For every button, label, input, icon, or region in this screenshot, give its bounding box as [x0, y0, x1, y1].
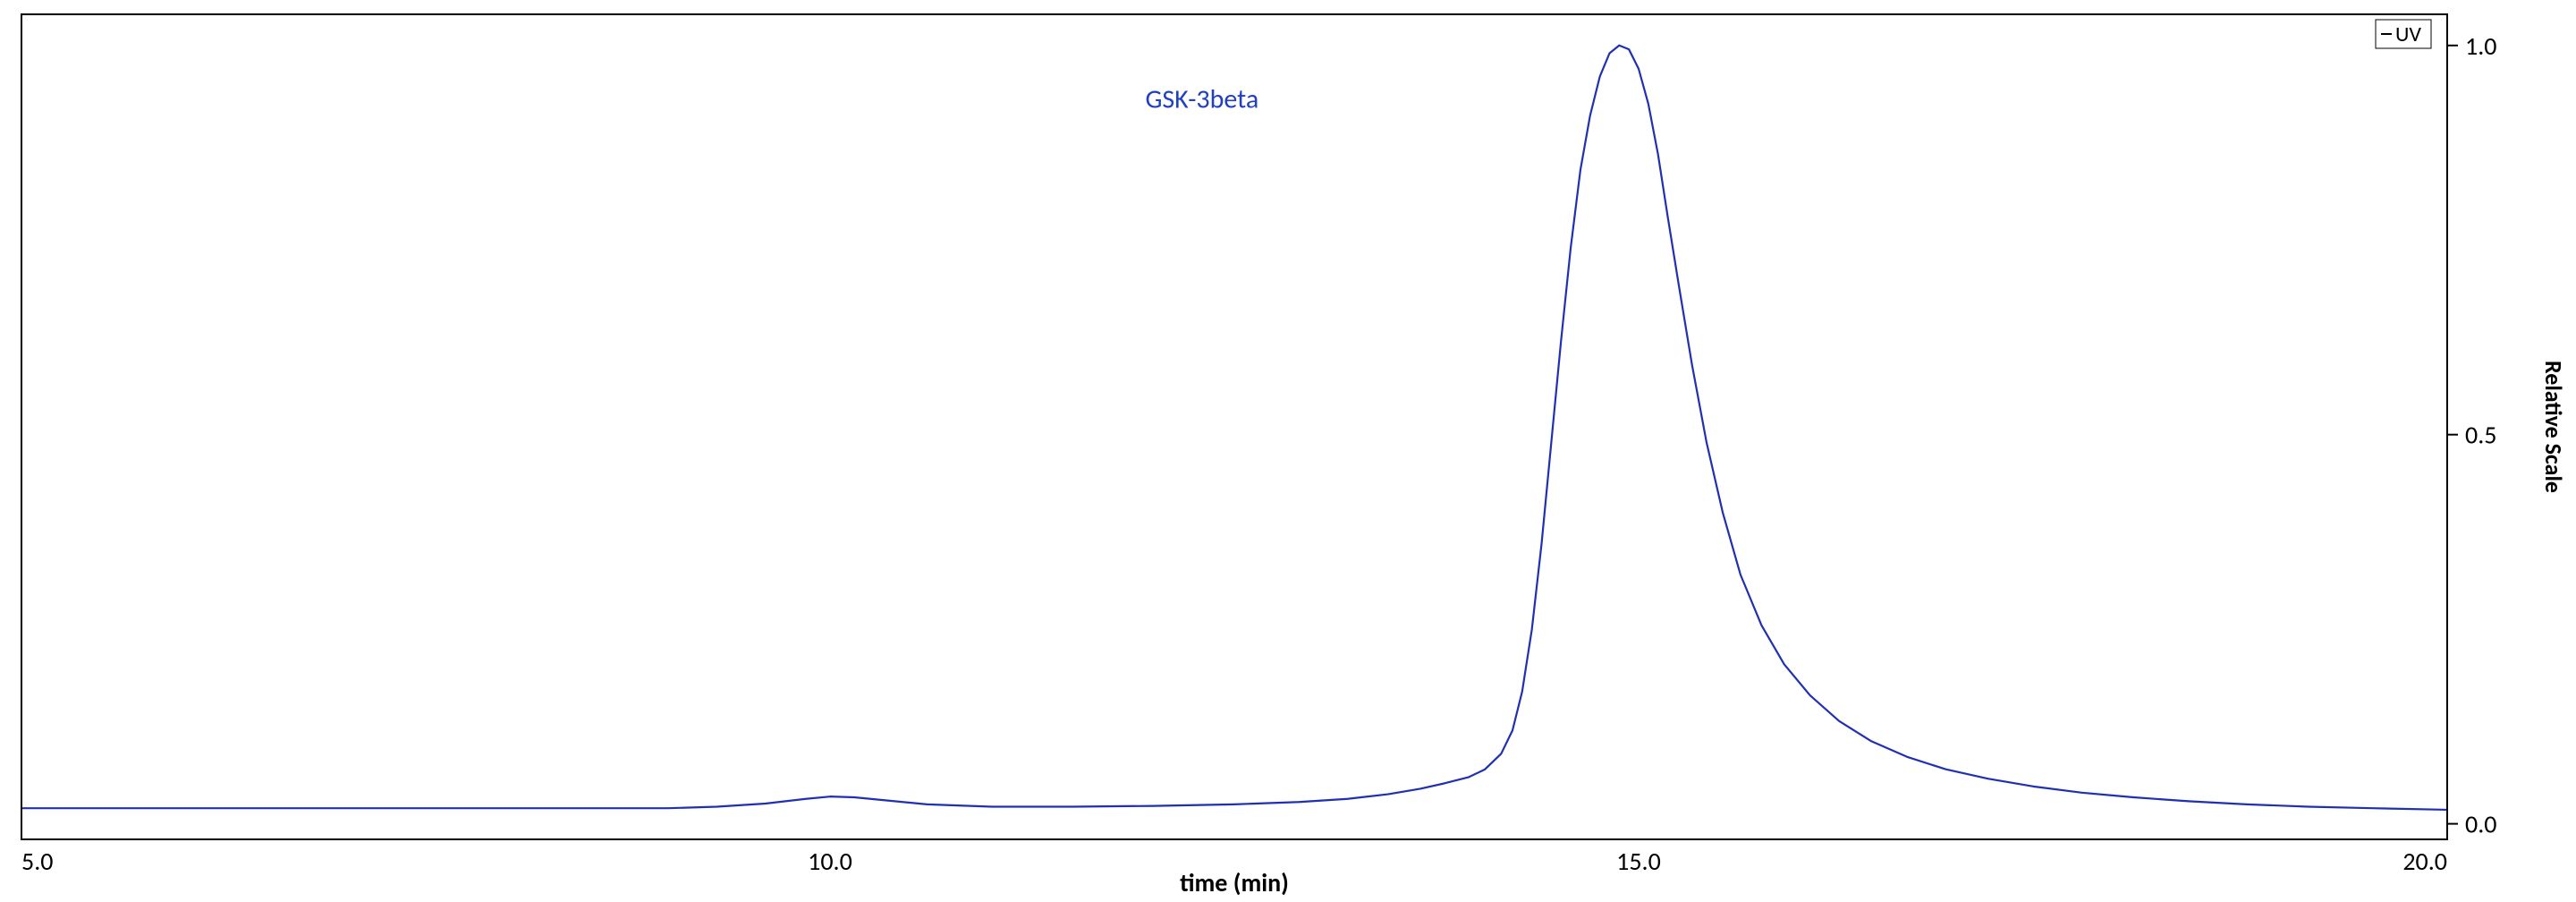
legend-label: UV	[2395, 21, 2421, 47]
x-tick-label: 10.0	[808, 846, 852, 877]
y-tick-label: 0.5	[2465, 420, 2496, 451]
y-tick-label: 1.0	[2465, 30, 2496, 62]
x-tick-label: 15.0	[1616, 846, 1661, 877]
y-tick-label: 0.0	[2465, 809, 2496, 840]
y-axis-label: Relative Scale	[2539, 361, 2568, 493]
x-axis-label: time (min)	[1180, 867, 1289, 898]
x-tick-label: 5.0	[21, 846, 53, 877]
peak-label: GSK-3beta	[1145, 82, 1258, 115]
x-tick-label: 20.0	[2402, 846, 2447, 877]
chromatogram-chart: 5.0 10.0 15.0 20.0 time (min) 0.0 0.5 1.0 Relati…	[0, 0, 2576, 902]
